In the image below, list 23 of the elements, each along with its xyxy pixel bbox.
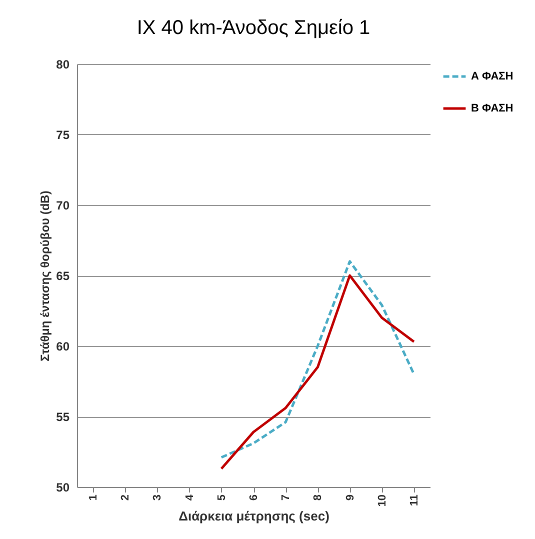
x-tick-label: 6 — [248, 494, 260, 501]
x-tick-label: 1 — [88, 494, 100, 501]
y-tick-label: 60 — [56, 340, 70, 354]
x-axis-title: Διάρκεια μέτρησης (sec) — [178, 508, 330, 524]
x-tick-label: 7 — [280, 494, 292, 501]
chart-title: IX 40 km-Άνοδος Σημείο 1 — [136, 17, 370, 39]
x-tick-label: 5 — [216, 494, 228, 501]
y-tick-label: 50 — [56, 480, 70, 494]
y-tick-label: 80 — [56, 58, 70, 72]
x-tick-label: 2 — [120, 494, 132, 501]
x-tick-label: 8 — [312, 494, 324, 501]
legend-label: Α ΦΑΣΗ — [471, 70, 514, 82]
y-tick-label: 65 — [56, 269, 70, 283]
y-tick-label: 55 — [56, 410, 70, 424]
y-axis-title: Στάθμη έντασης θορύβου (dB) — [38, 190, 52, 362]
x-tick-label: 3 — [152, 494, 164, 501]
y-tick-label: 75 — [56, 128, 70, 142]
x-tick-label: 4 — [184, 494, 196, 501]
x-tick-label: 9 — [344, 494, 356, 501]
legend-label: Β ΦΑΣΗ — [471, 102, 514, 114]
x-tick-label: 11 — [408, 494, 420, 506]
x-tick-label: 10 — [376, 494, 388, 507]
y-tick-label: 70 — [56, 198, 70, 212]
